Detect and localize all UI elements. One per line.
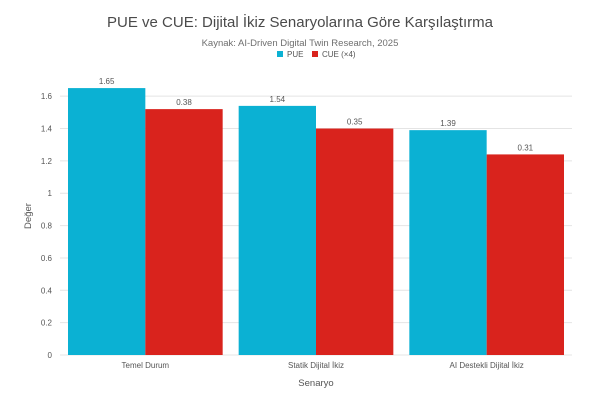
y-tick-label: 0.6 — [41, 254, 53, 263]
x-axis-ticks: Temel Durum Statik Dijital İkiz AI Destekl… — [122, 361, 524, 370]
data-label: 0.38 — [176, 98, 192, 107]
y-tick-label: 0 — [48, 351, 53, 360]
data-label: 0.31 — [518, 143, 534, 152]
y-tick-label: 0.8 — [41, 222, 53, 231]
x-tick-label: Statik Dijital İkiz — [288, 361, 344, 370]
y-axis-ticks: 0 0.2 0.4 0.6 0.8 1 1.2 1.4 1.6 — [41, 92, 53, 360]
y-tick-label: 0.4 — [41, 286, 53, 295]
x-tick-label: AI Destekli Dijital İkiz — [450, 361, 524, 370]
legend: PUE CUE (×4) — [277, 50, 356, 59]
data-label: 1.39 — [440, 119, 456, 128]
legend-label-cue: CUE (×4) — [322, 50, 356, 59]
bar-pue-2 — [409, 130, 487, 355]
data-label: 1.54 — [270, 95, 286, 104]
y-tick-label: 1 — [48, 189, 53, 198]
legend-swatch-cue — [312, 51, 318, 57]
y-tick-label: 1.4 — [41, 125, 53, 134]
legend-swatch-pue — [277, 51, 283, 57]
data-labels: 1.65 0.38 1.54 0.35 1.39 0.31 — [99, 77, 534, 152]
x-axis-title: Senaryo — [298, 378, 333, 389]
bar-pue-0 — [68, 88, 146, 356]
y-tick-label: 1.2 — [41, 157, 53, 166]
bar-cue-4-1 — [316, 128, 394, 355]
bar-pue-1 — [238, 105, 316, 355]
chart-title: PUE ve CUE: Dijital İkiz Senaryolarına G… — [107, 13, 494, 31]
y-axis-title: Değer — [23, 203, 34, 229]
data-label: 0.35 — [347, 118, 363, 127]
x-tick-label: Temel Durum — [122, 361, 170, 370]
bars — [68, 88, 564, 356]
y-tick-label: 0.2 — [41, 319, 53, 328]
bar-cue-4-2 — [486, 154, 564, 355]
data-label: 1.65 — [99, 77, 115, 86]
y-tick-label: 1.6 — [41, 92, 53, 101]
chart-subtitle: Kaynak: AI-Driven Digital Twin Research,… — [202, 38, 399, 49]
legend-label-pue: PUE — [287, 50, 303, 59]
bar-cue-4-0 — [145, 109, 223, 355]
